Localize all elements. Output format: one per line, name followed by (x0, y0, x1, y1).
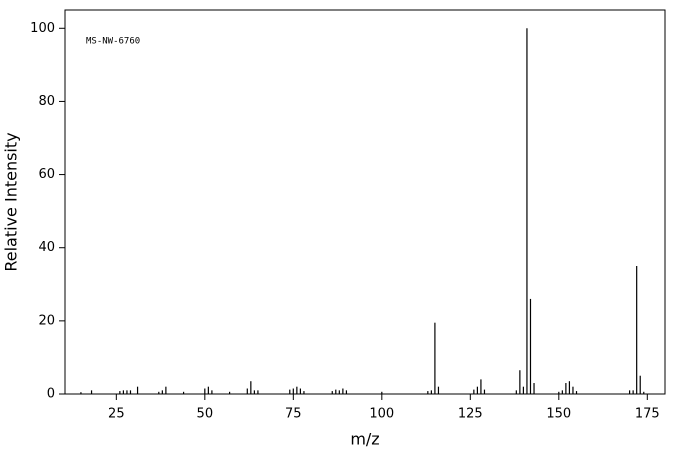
y-axis-label: Relative Intensity (2, 132, 21, 271)
y-tick-label: 40 (38, 240, 55, 255)
y-tick-label: 80 (38, 94, 55, 109)
y-tick-label: 0 (47, 387, 55, 402)
y-tick-label: 20 (38, 313, 55, 328)
plot-frame (64, 9, 666, 395)
y-tick-label: 60 (38, 167, 55, 182)
y-tick-label: 100 (30, 21, 55, 36)
chart-title: MS-NW-6760 (86, 37, 140, 47)
x-tick-label: 75 (285, 407, 302, 422)
x-tick-label: 50 (197, 407, 214, 422)
x-tick-label: 175 (635, 407, 660, 422)
x-tick-label: 150 (546, 407, 571, 422)
x-axis-label: m/z (350, 430, 379, 449)
x-tick-label: 100 (369, 407, 394, 422)
x-tick-label: 125 (458, 407, 483, 422)
x-tick-label: 25 (108, 407, 125, 422)
